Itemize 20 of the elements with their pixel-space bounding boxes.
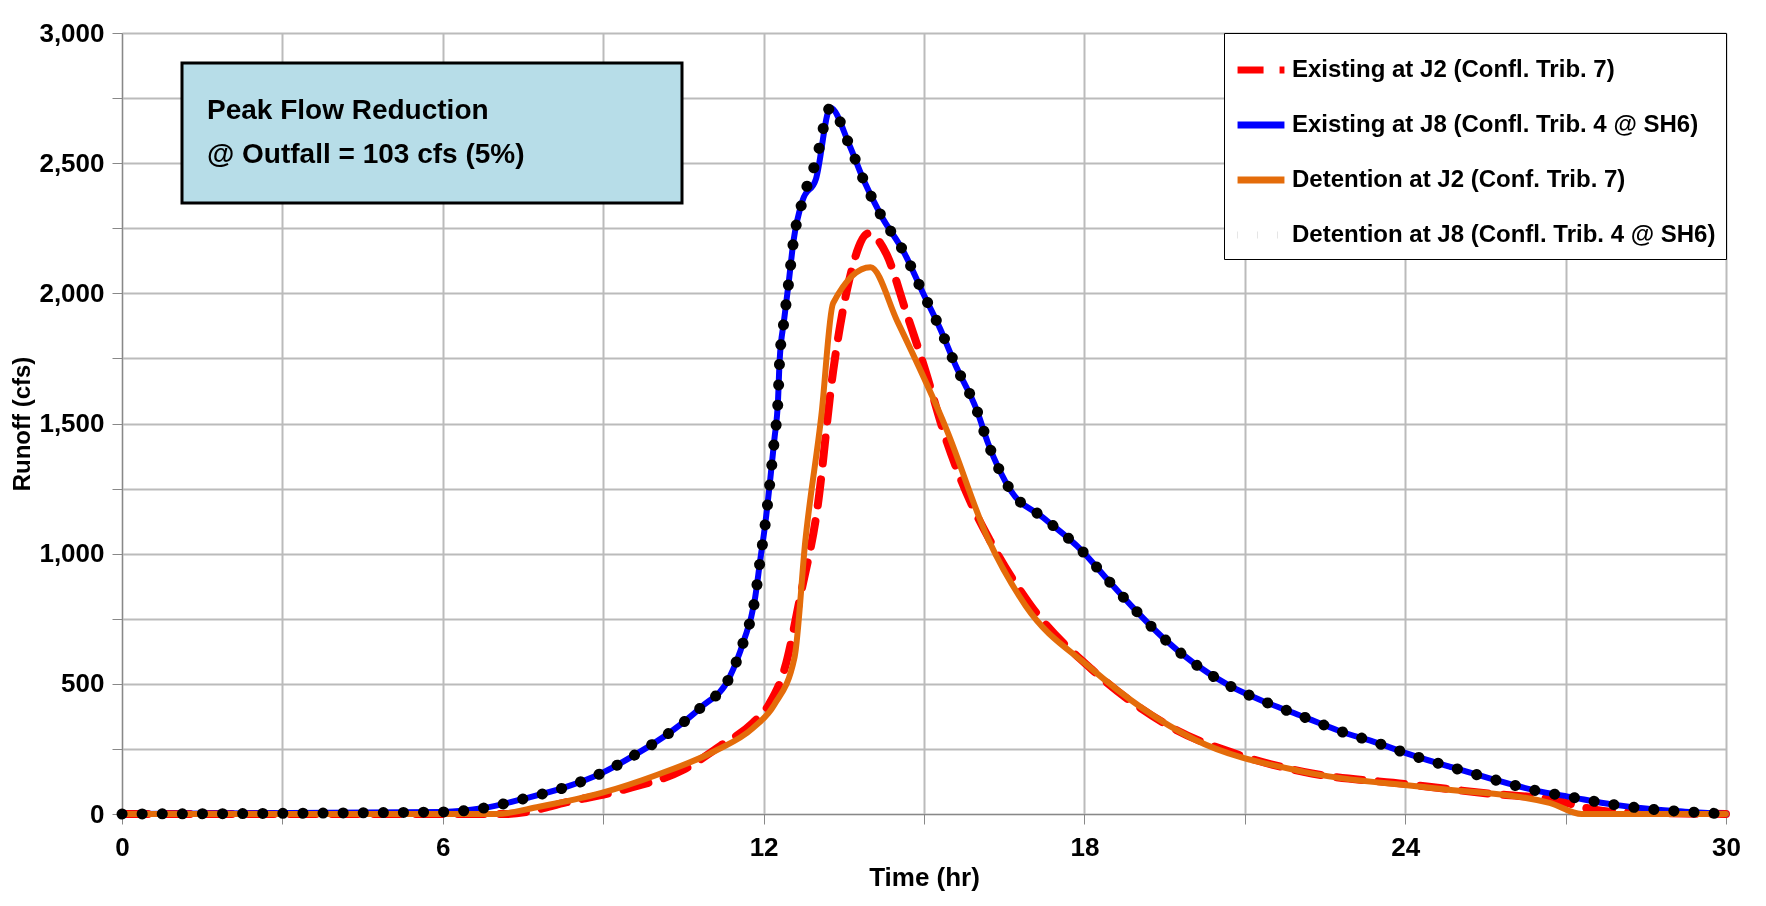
- x-tick-label: 6: [436, 831, 451, 862]
- y-tick-label: 2,000: [39, 277, 105, 308]
- x-tick-label: 12: [749, 831, 779, 862]
- legend-label: Detention at J2 (Conf. Trib. 7): [1292, 165, 1626, 192]
- y-tick-label: 3,000: [39, 17, 105, 48]
- legend-label: Detention at J8 (Confl. Trib. 4 @ SH6): [1292, 220, 1716, 247]
- y-tick-label: 2,500: [39, 147, 105, 178]
- legend-label: Existing at J8 (Confl. Trib. 4 @ SH6): [1292, 110, 1699, 137]
- y-tick-label: 1,000: [39, 538, 105, 569]
- y-tick-label: 1,500: [39, 408, 105, 438]
- y-tick-label: 0: [90, 798, 105, 829]
- y-axis-title: Runoff (cfs): [8, 356, 36, 492]
- x-tick-label: 18: [1070, 831, 1100, 862]
- x-tick-label: 24: [1391, 831, 1421, 862]
- x-tick-label: 30: [1712, 831, 1741, 862]
- x-tick-label: 0: [115, 831, 130, 862]
- legend-label: Existing at J2 (Confl. Trib. 7): [1292, 55, 1615, 82]
- annotation: Peak Flow Reduction @ Outfall = 103 cfs (5%): [207, 94, 525, 169]
- y-tick-label: 500: [61, 668, 105, 699]
- x-axis-title: Time (hr): [869, 861, 980, 892]
